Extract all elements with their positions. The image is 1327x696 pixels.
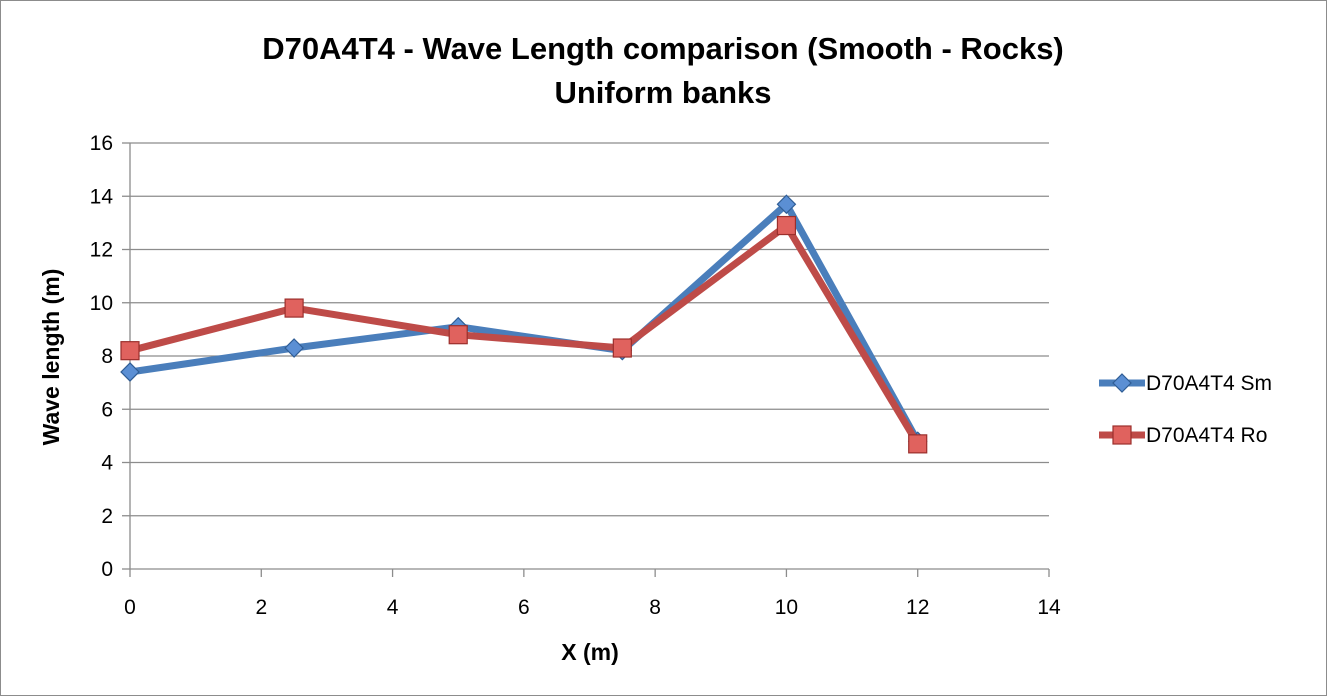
y-tick-label: 12 (90, 239, 113, 262)
axes (122, 142, 1050, 577)
y-tick-label: 4 (101, 452, 113, 475)
square-point (448, 325, 468, 345)
legend-marker-swatch (1112, 373, 1132, 393)
x-tick-label: 10 (775, 596, 798, 619)
x-tick-label: 14 (1037, 596, 1061, 619)
y-tick-label: 16 (90, 132, 113, 155)
y-tick-label: 8 (101, 345, 113, 368)
y-tick-label: 14 (90, 185, 114, 208)
y-tick-label: 0 (101, 558, 113, 581)
square-point (120, 341, 140, 361)
x-tick-label: 12 (906, 596, 929, 619)
legend-item: D70A4T4 Sm (1099, 372, 1272, 395)
x-tick-label: 4 (387, 596, 399, 619)
series-line (126, 222, 922, 448)
x-tick-label: 0 (124, 596, 136, 619)
square-point (776, 215, 797, 236)
y-tick-label: 2 (101, 505, 113, 528)
square-point (908, 434, 928, 454)
y-axis-title: Wave length (m) (38, 269, 64, 446)
chart-title-line-2: Uniform banks (554, 75, 771, 110)
series-layer (120, 194, 928, 454)
gridlines (130, 142, 1049, 517)
x-tick-label: 6 (518, 596, 530, 619)
legend-label: D70A4T4 Ro (1146, 424, 1267, 447)
y-tick-label: 10 (90, 292, 113, 315)
square-point (612, 338, 632, 358)
diamond-point (120, 362, 140, 382)
tick-labels: 0 2 4 6 8 10 12 14 16 0 2 4 6 8 10 12 14 (90, 132, 1061, 619)
chart-title-line-1: D70A4T4 - Wave Length comparison (Smooth… (262, 31, 1064, 66)
x-tick-label: 2 (255, 596, 267, 619)
legend: D70A4T4 Sm D70A4T4 Ro (1099, 372, 1272, 447)
legend-label: D70A4T4 Sm (1146, 372, 1272, 395)
diamond-point (776, 194, 797, 215)
x-axis-title: X (m) (561, 639, 619, 665)
legend-marker-swatch (1112, 425, 1132, 445)
legend-item: D70A4T4 Ro (1099, 424, 1267, 447)
x-tick-label: 8 (649, 596, 661, 619)
square-point (284, 298, 304, 318)
diamond-point (284, 338, 304, 358)
y-tick-label: 6 (101, 398, 113, 421)
series-2 (120, 215, 928, 454)
